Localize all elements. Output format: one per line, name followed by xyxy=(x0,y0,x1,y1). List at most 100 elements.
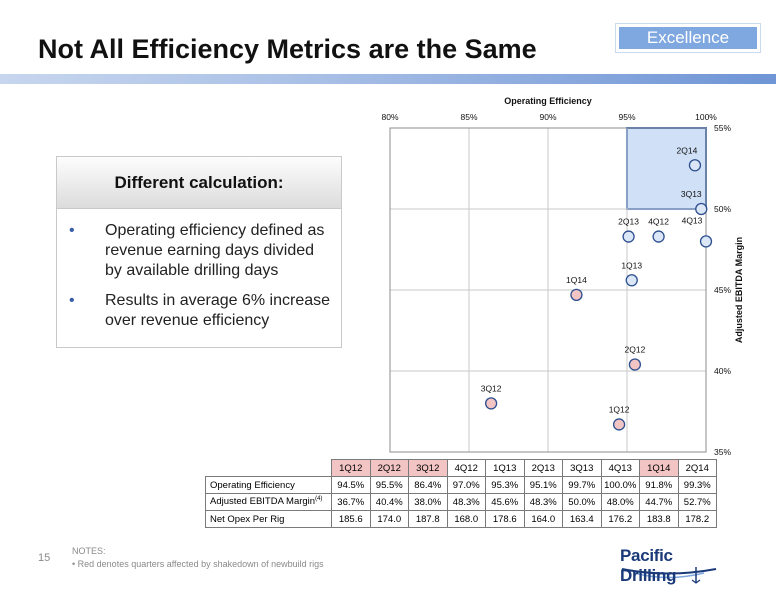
table-cell: 50.0% xyxy=(562,493,602,511)
x-tick-label: 95% xyxy=(618,112,635,122)
x-tick-label: 100% xyxy=(695,112,717,122)
table-cell: 95.3% xyxy=(485,476,525,494)
footnote-marker: (4) xyxy=(315,496,323,503)
table-cell: 48.3% xyxy=(523,493,563,511)
data-point xyxy=(570,288,583,302)
table-column-header: 2Q13 xyxy=(523,459,563,477)
data-label: 3Q12 xyxy=(481,383,502,393)
table-cell: 97.0% xyxy=(446,476,486,494)
data-label: 2Q13 xyxy=(618,217,639,227)
table-cell: 44.7% xyxy=(639,493,679,511)
y-tick-label: 45% xyxy=(714,285,731,295)
table-cell: 38.0% xyxy=(408,493,448,511)
company-logo: Pacific Drilling xyxy=(604,536,732,585)
data-label: 1Q12 xyxy=(609,404,630,414)
y-tick-label: 35% xyxy=(714,447,731,457)
callout-box: Different calculation: Operating efficie… xyxy=(56,156,342,348)
data-point xyxy=(484,397,498,410)
table-column-header: 1Q13 xyxy=(485,459,525,477)
header-band xyxy=(0,74,776,84)
x-tick-label: 80% xyxy=(381,112,398,122)
data-label: 1Q13 xyxy=(621,260,642,270)
scatter-chart: 80% 85% 90% 95% 100% 35% 40% 45% 50% 55% Operating… xyxy=(381,96,744,457)
table-row: Adjusted EBITDA Margin(4) 36.7% 40.4% 38.0%… xyxy=(205,493,717,511)
table-cell: 178.2 xyxy=(677,510,717,528)
page-title: Not All Efficiency Metrics are the Same xyxy=(38,34,537,64)
table-column-header: 4Q13 xyxy=(600,459,640,477)
table-cell: 176.2 xyxy=(600,510,640,528)
table-cell: 163.4 xyxy=(562,510,602,528)
table-cell: 187.8 xyxy=(408,510,448,528)
table-cell: 174.0 xyxy=(369,510,409,528)
table-column-header: 2Q12 xyxy=(369,459,409,477)
row-label-text: Adjusted EBITDA Margin xyxy=(210,496,316,508)
logo-mark-icon xyxy=(621,567,717,584)
note-text: Red denotes quarters affected by shakedo… xyxy=(77,559,324,569)
table-row-label: Adjusted EBITDA Margin(4) xyxy=(205,493,332,511)
table-column-header: 2Q14 xyxy=(677,459,717,477)
table-column-header: 3Q12 xyxy=(408,459,448,477)
y-tick-label: 50% xyxy=(714,204,731,214)
logo-text: Pacific Drilling xyxy=(620,546,677,585)
table-column-header: 1Q14 xyxy=(639,459,679,477)
table-cell: 100.0% xyxy=(600,476,640,494)
section-badge: Excellence xyxy=(615,23,761,53)
row-label-text: Net Opex Per Rig xyxy=(210,513,285,525)
table-cell: 185.6 xyxy=(331,510,371,528)
data-point xyxy=(699,235,713,248)
plot-frame xyxy=(389,127,707,453)
notes: NOTES: • Red denotes quarters affected b… xyxy=(72,545,324,571)
page-number: 15 xyxy=(38,552,51,564)
data-table: 1Q12 2Q12 3Q12 4Q12 1Q13 2Q13 3Q13 4Q13 1Q14 2Q14… xyxy=(205,459,717,528)
y-axis-label: Adjusted EBITDA Margin xyxy=(734,237,744,343)
data-label: 2Q14 xyxy=(677,145,698,155)
table-cell: 52.7% xyxy=(677,493,717,511)
row-label-text: Operating Efficiency xyxy=(210,479,295,491)
data-label: 3Q13 xyxy=(681,189,702,199)
table-cell: 91.8% xyxy=(639,476,679,494)
x-axis-label: Operating Efficiency xyxy=(504,96,592,106)
callout-heading: Different calculation: xyxy=(57,157,341,209)
table-column-header: 1Q12 xyxy=(331,459,371,477)
table-cell: 94.5% xyxy=(331,476,371,494)
table-cell: 48.3% xyxy=(446,493,486,511)
notes-heading: NOTES: xyxy=(72,546,106,556)
y-tick-label: 40% xyxy=(714,366,731,376)
table-cell: 48.0% xyxy=(600,493,640,511)
x-tick-label: 85% xyxy=(460,112,477,122)
data-label: 1Q14 xyxy=(566,275,587,285)
data-label: 4Q12 xyxy=(648,217,669,227)
data-point xyxy=(612,418,626,431)
x-tick-label: 90% xyxy=(539,112,556,122)
table-row: Net Opex Per Rig 185.6 174.0 187.8 168.0 178.… xyxy=(205,510,717,528)
table-cell: 99.3% xyxy=(677,476,717,494)
table-cell: 178.6 xyxy=(485,510,525,528)
data-point xyxy=(695,202,708,216)
callout-list: Operating efficiency defined as revenue … xyxy=(57,209,341,331)
data-point xyxy=(688,159,702,172)
table-column-header: 4Q12 xyxy=(446,459,486,477)
table-cell: 95.1% xyxy=(523,476,563,494)
table-corner xyxy=(206,460,332,477)
table-cell: 95.5% xyxy=(369,476,409,494)
table-cell: 86.4% xyxy=(408,476,448,494)
y-tick-label: 55% xyxy=(714,123,731,133)
table-column-header: 3Q13 xyxy=(562,459,602,477)
table-cell: 99.7% xyxy=(562,476,602,494)
table-cell: 36.7% xyxy=(331,493,371,511)
data-point xyxy=(652,230,665,243)
callout-bullet: Operating efficiency defined as revenue … xyxy=(65,221,333,281)
table-row: Operating Efficiency 94.5% 95.5% 86.4% 97.0%… xyxy=(205,476,717,494)
table-body: Operating Efficiency 94.5% 95.5% 86.4% 97.0%… xyxy=(205,476,717,528)
table-cell: 40.4% xyxy=(369,493,409,511)
table-cell: 168.0 xyxy=(446,510,486,528)
table-row-label: Net Opex Per Rig xyxy=(205,510,332,528)
data-point xyxy=(622,230,635,243)
data-label: 4Q13 xyxy=(682,215,703,225)
data-label: 2Q12 xyxy=(625,345,646,355)
table-cell: 183.8 xyxy=(639,510,679,528)
data-point xyxy=(625,274,638,287)
table-cell: 45.6% xyxy=(485,493,525,511)
note-item: • Red denotes quarters affected by shake… xyxy=(72,559,324,569)
data-point xyxy=(628,358,642,371)
